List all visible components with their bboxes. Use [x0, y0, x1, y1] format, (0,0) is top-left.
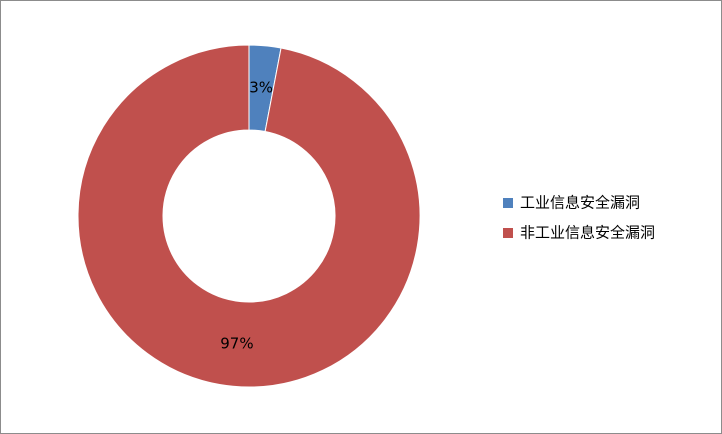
data-label: 3%	[249, 79, 273, 97]
data-label: 97%	[220, 334, 253, 352]
legend-swatch	[503, 198, 513, 208]
donut-slice	[77, 44, 421, 388]
legend-label: 非工业信息安全漏洞	[520, 224, 655, 242]
legend-swatch	[503, 228, 513, 238]
legend-label: 工业信息安全漏洞	[520, 194, 640, 212]
